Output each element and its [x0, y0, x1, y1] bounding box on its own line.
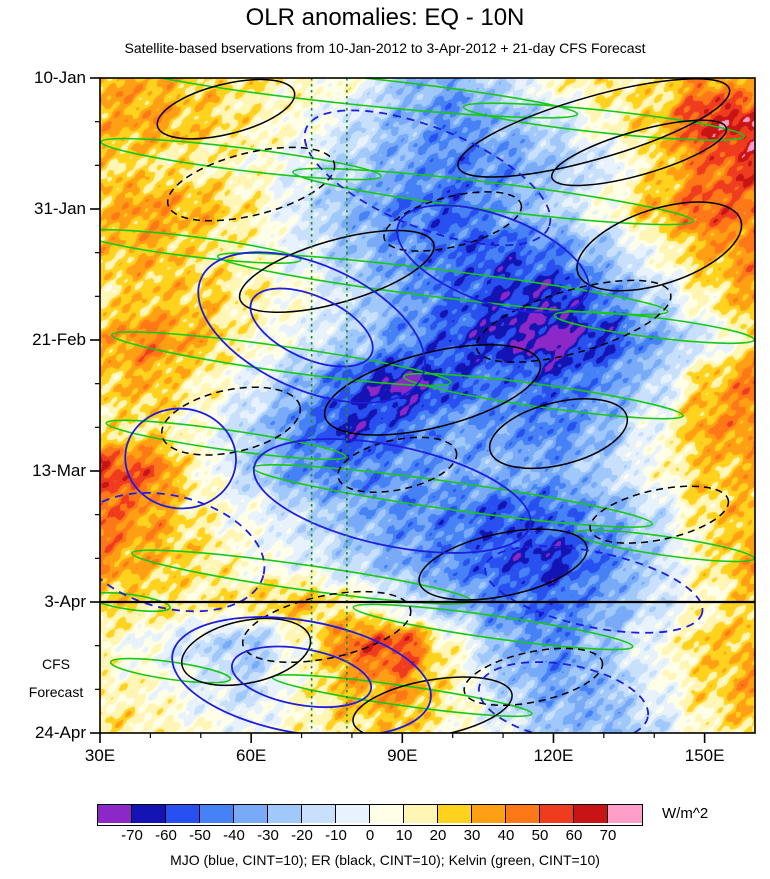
colorbar-tick-label: -70: [121, 827, 143, 844]
colorbar-tick-label: -30: [257, 827, 279, 844]
colorbar-tick-label: 20: [429, 827, 447, 844]
cfs-forecast-label-line2: Forecast: [28, 684, 84, 700]
y-tick-label: 21-Feb: [32, 330, 86, 349]
colorbar-cell: [404, 805, 438, 823]
y-tick-label: 31-Jan: [34, 199, 86, 218]
colorbar-tick-label: 40: [497, 827, 515, 844]
colorbar-tick-label: 50: [531, 827, 549, 844]
colorbar-tick-label: -40: [223, 827, 245, 844]
colorbar-cell: [200, 805, 234, 823]
contour-legend-caption: MJO (blue, CINT=10); ER (black, CINT=10)…: [170, 852, 600, 868]
colorbar-tick-label: 0: [365, 827, 375, 844]
colorbar-tick-label: -20: [291, 827, 313, 844]
colorbar-cell: [608, 805, 642, 823]
colorbar-units-label: W/m^2: [662, 805, 709, 822]
y-tick-label: 3-Apr: [44, 592, 86, 611]
colorbar-cell: [268, 805, 302, 823]
olr-anomaly-heatmap: [100, 78, 755, 733]
y-tick-label: 10-Jan: [34, 68, 86, 87]
colorbar-cell: [574, 805, 608, 823]
colorbar-tick-label: -60: [155, 827, 177, 844]
colorbar-cell: [98, 805, 132, 823]
cfs-forecast-label-line1: CFS: [42, 656, 70, 672]
colorbar-tick-label: -10: [325, 827, 347, 844]
colorbar-tick-label: 30: [463, 827, 481, 844]
x-tick-label: 120E: [533, 746, 574, 765]
y-tick-label: 24-Apr: [34, 723, 86, 742]
colorbar-tick-label: 60: [565, 827, 583, 844]
colorbar-cell: [472, 805, 506, 823]
colorbar: [97, 804, 643, 826]
x-tick-label: 60E: [236, 746, 267, 765]
x-tick-label: 150E: [684, 746, 725, 765]
colorbar-tick-label: 10: [395, 827, 413, 844]
y-tick-label: 13-Mar: [32, 461, 86, 480]
colorbar-tick-label: -50: [189, 827, 211, 844]
colorbar-cell: [166, 805, 200, 823]
chart-title: OLR anomalies: EQ - 10N: [245, 4, 525, 31]
colorbar-cell: [336, 805, 370, 823]
x-tick-label: 90E: [387, 746, 418, 765]
colorbar-cell: [370, 805, 404, 823]
x-tick-label: 30E: [84, 746, 116, 765]
colorbar-cell: [540, 805, 574, 823]
colorbar-cell: [302, 805, 336, 823]
colorbar-tick-label: 70: [599, 827, 617, 844]
colorbar-cell: [506, 805, 540, 823]
chart-subtitle: Satellite-based bservations from 10-Jan-…: [124, 40, 646, 56]
colorbar-cell: [438, 805, 472, 823]
colorbar-cell: [132, 805, 166, 823]
colorbar-cell: [234, 805, 268, 823]
